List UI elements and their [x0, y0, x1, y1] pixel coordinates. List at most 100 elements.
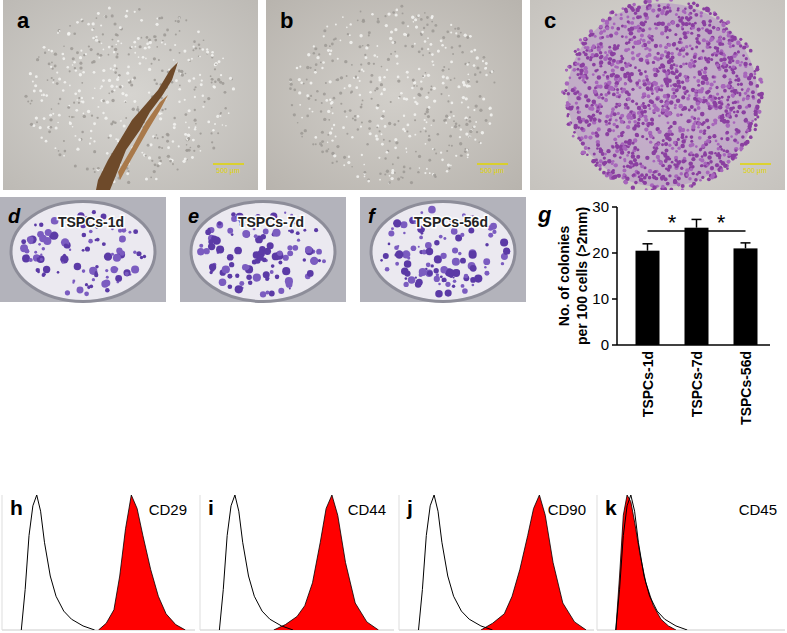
cell	[701, 123, 704, 126]
cell	[473, 64, 476, 67]
cell	[29, 72, 32, 75]
cell	[454, 77, 456, 79]
cell	[130, 83, 133, 86]
cell	[587, 124, 590, 127]
cell	[611, 145, 615, 149]
cell	[67, 106, 70, 109]
cell	[48, 49, 50, 51]
cell	[71, 116, 73, 118]
cell	[729, 107, 733, 111]
cell	[293, 113, 296, 116]
cell	[289, 78, 292, 81]
cell	[131, 46, 133, 48]
cell	[455, 155, 457, 157]
cell	[701, 164, 704, 167]
cell	[214, 68, 216, 70]
cell	[119, 86, 122, 89]
cell	[586, 56, 590, 60]
cell	[616, 66, 619, 69]
cell	[668, 111, 672, 115]
cell	[368, 34, 370, 36]
cell	[639, 114, 643, 118]
cell	[199, 74, 201, 76]
cell	[581, 128, 586, 133]
cell	[31, 100, 33, 102]
cell	[184, 133, 187, 136]
cell	[385, 24, 388, 27]
cell	[691, 172, 694, 175]
cell	[634, 162, 638, 166]
cell	[210, 132, 212, 134]
cell	[83, 112, 85, 114]
cell	[593, 90, 597, 94]
cell	[177, 20, 180, 23]
cell	[714, 96, 718, 100]
colony	[568, 3, 758, 187]
cell	[200, 150, 202, 152]
cell	[712, 26, 716, 30]
cell	[748, 122, 752, 126]
cell	[431, 60, 433, 62]
cell	[360, 63, 362, 65]
cell	[726, 20, 730, 24]
cell	[299, 66, 301, 68]
cell	[156, 18, 158, 20]
cell	[490, 113, 493, 116]
cell	[423, 27, 425, 29]
cell	[377, 104, 380, 107]
cell	[378, 157, 380, 159]
cell	[685, 136, 688, 139]
cell	[604, 153, 607, 156]
cell	[397, 76, 400, 79]
cell	[734, 101, 737, 104]
cell	[366, 143, 368, 145]
cell	[567, 113, 570, 116]
cell	[111, 99, 114, 102]
cell	[688, 177, 692, 181]
cell	[114, 71, 117, 74]
cell	[357, 19, 359, 21]
cell	[211, 54, 214, 57]
cell	[173, 117, 175, 119]
cell	[582, 79, 585, 82]
cell	[333, 38, 335, 40]
cell	[95, 38, 98, 41]
cell	[137, 106, 139, 108]
cell	[623, 25, 627, 29]
cell	[582, 42, 586, 46]
cell	[178, 16, 181, 19]
cell	[344, 60, 347, 63]
cell	[151, 160, 153, 162]
cell	[161, 69, 164, 72]
cell	[464, 148, 466, 150]
cell	[612, 93, 616, 97]
cell	[614, 31, 618, 35]
cell	[424, 40, 426, 42]
cell	[325, 150, 328, 153]
cell	[51, 62, 53, 64]
cell	[424, 172, 426, 174]
cell	[153, 57, 156, 60]
cell	[97, 106, 99, 108]
cell	[420, 87, 423, 90]
cell	[88, 45, 90, 47]
cell	[214, 123, 216, 125]
cell	[647, 94, 651, 98]
cell	[349, 41, 352, 44]
cell	[605, 133, 609, 137]
cell	[95, 36, 97, 38]
cell	[328, 119, 330, 121]
cell	[207, 120, 210, 123]
cell	[744, 118, 748, 122]
cell	[361, 104, 363, 106]
cell	[670, 71, 674, 75]
cell	[460, 128, 462, 130]
cell	[93, 168, 95, 170]
cell	[30, 103, 32, 105]
cell	[179, 30, 181, 32]
cell	[681, 159, 685, 163]
cell	[67, 33, 70, 36]
cell	[169, 160, 172, 163]
cell	[690, 115, 693, 118]
cell	[403, 33, 406, 36]
